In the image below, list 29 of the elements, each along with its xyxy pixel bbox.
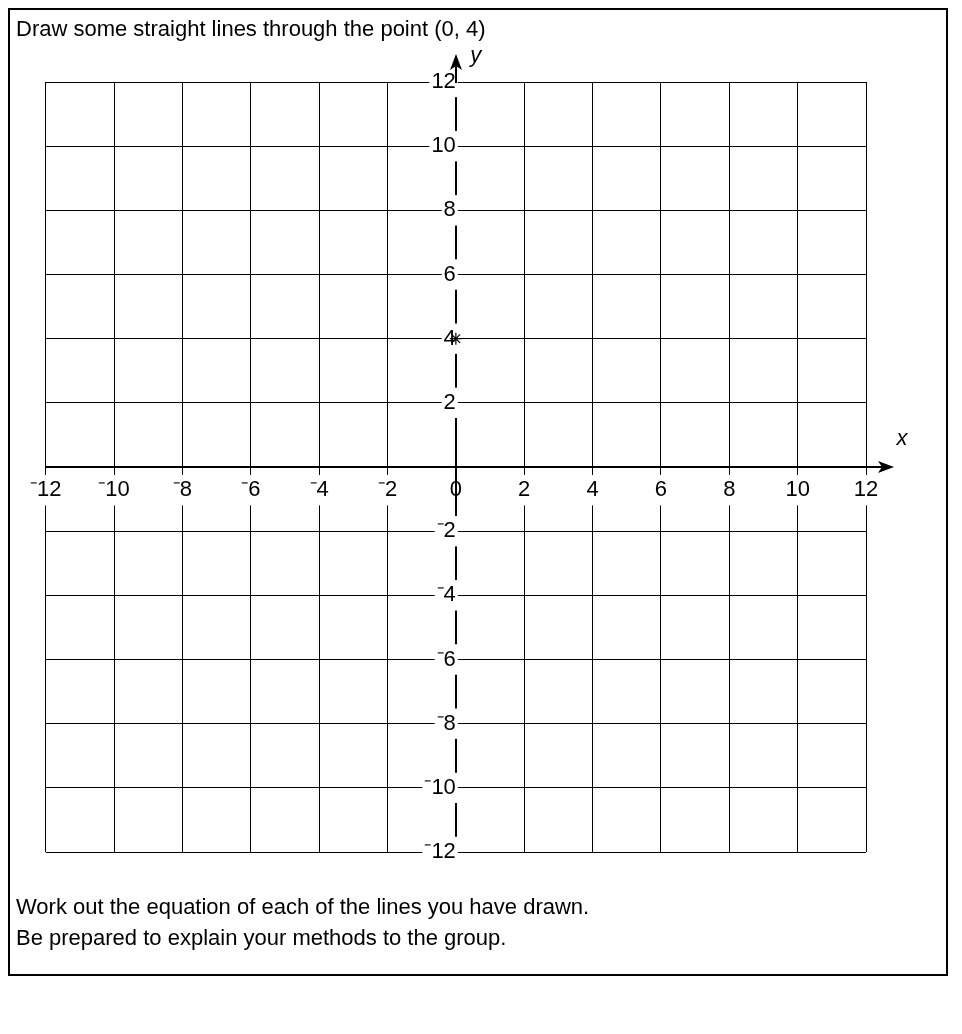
chart-title: Draw some straight lines through the point (0, 4) [16, 16, 487, 42]
text: Work out the equation of each of the lines you have drawn. [16, 893, 591, 921]
y-tick-label: ⁻8 [436, 709, 456, 735]
y-tick-label: 2 [443, 388, 456, 414]
x-tick-label: 4 [586, 476, 599, 502]
y-tick-label: ⁻4 [436, 581, 456, 607]
y-axis-title: y [468, 42, 484, 68]
y-tick-label: ⁻12 [424, 838, 456, 864]
y-tick-label: 8 [443, 196, 456, 222]
x-tick-label: 6 [654, 476, 668, 502]
x-tick-label: ⁻4 [309, 476, 329, 502]
x-tick-label: 8 [723, 476, 736, 502]
x-axis-title: x [895, 425, 909, 451]
x-tick-label: ⁻12 [29, 476, 62, 502]
y-tick-label: 4 [443, 324, 456, 350]
y-tick-label: 6 [443, 260, 456, 286]
x-tick-label: 2 [518, 476, 531, 502]
text: Be prepared to explain your methods to the group. [16, 923, 508, 952]
x-tick-label: ⁻2 [377, 476, 398, 502]
y-tick-label: ⁻6 [436, 645, 456, 671]
y-tick-label: ⁻10 [424, 773, 456, 799]
y-tick-label: ⁻2 [436, 517, 456, 543]
x-tick-label: 12 [853, 476, 879, 502]
x-tick-label: ⁻10 [98, 476, 130, 502]
x-tick-label: ⁻8 [172, 476, 193, 502]
x-tick-label: 10 [785, 476, 810, 502]
y-tick-label: 10 [431, 132, 456, 158]
x-tick-label: ⁻6 [241, 476, 261, 502]
y-tick-label: 12 [431, 68, 456, 94]
